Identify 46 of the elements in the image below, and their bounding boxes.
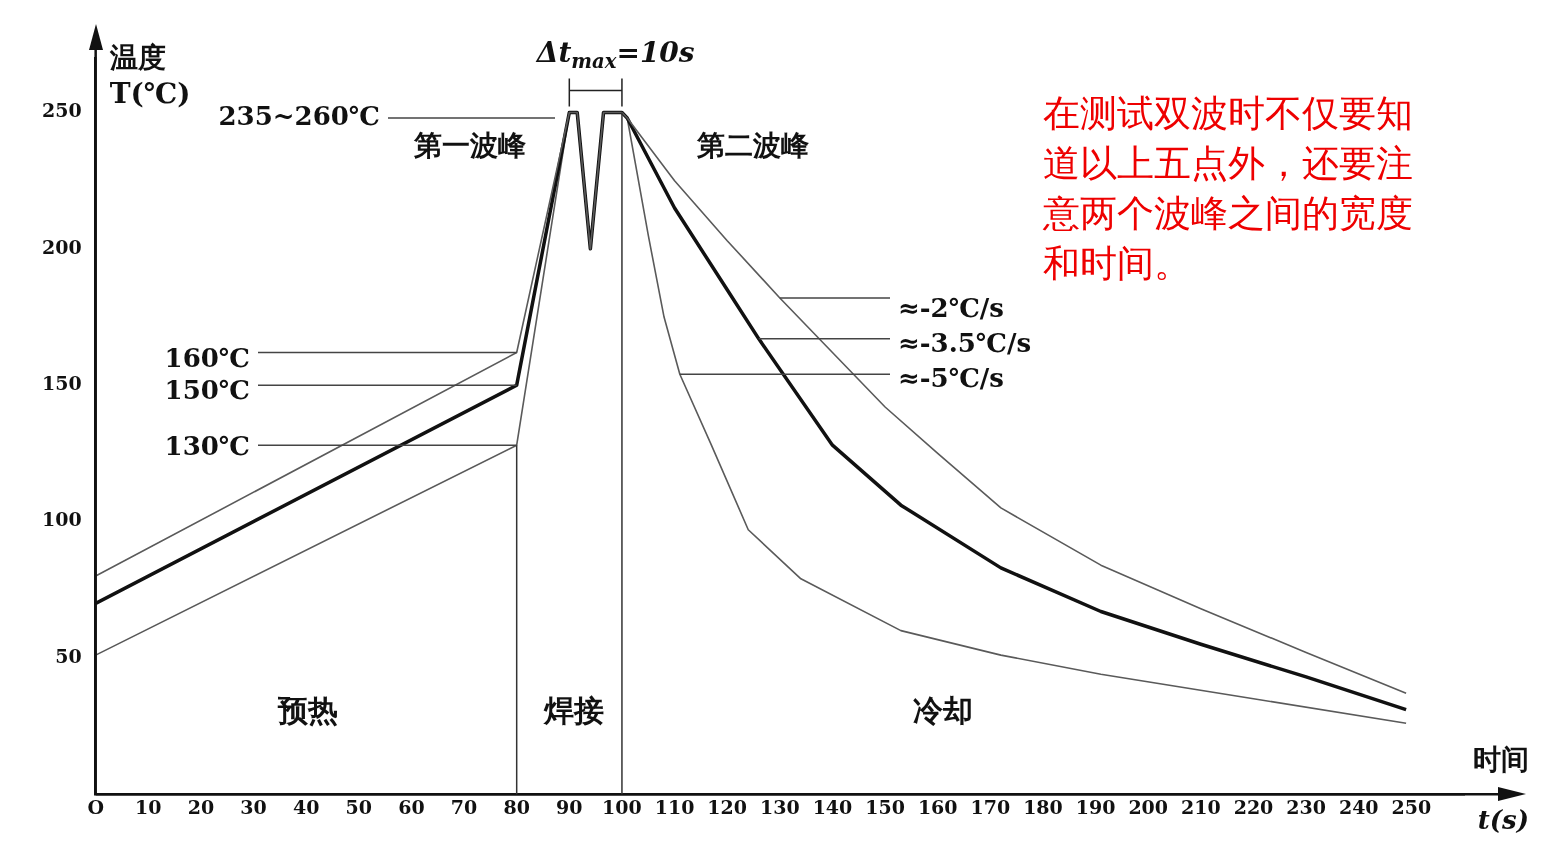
x-tick-label: 250 bbox=[1391, 795, 1432, 818]
x-tick-label: 240 bbox=[1338, 795, 1379, 818]
annotation: 150℃ bbox=[164, 374, 251, 405]
x-tick-label: 80 bbox=[503, 795, 530, 818]
x-tick-label: 130 bbox=[759, 795, 800, 818]
x-tick-label: 180 bbox=[1023, 795, 1063, 818]
x-tick-label: 190 bbox=[1075, 795, 1116, 818]
annotation: 预热 bbox=[277, 692, 338, 728]
x-tick-label: 120 bbox=[707, 795, 748, 818]
annotation: 焊接 bbox=[543, 692, 604, 728]
annotation: 235~260℃ bbox=[218, 100, 380, 131]
annotation: 第一波峰 bbox=[413, 129, 526, 163]
x-tick-label: 90 bbox=[556, 795, 583, 818]
x-tick-label: 170 bbox=[970, 795, 1011, 818]
x-tick-label: O bbox=[87, 795, 104, 818]
x-tick-label: 50 bbox=[345, 795, 373, 818]
annotation: ≈-2℃/s bbox=[898, 292, 1004, 323]
x-tick-label: 100 bbox=[602, 795, 642, 818]
y-tick-label: 200 bbox=[41, 235, 82, 258]
y-tick-label: 150 bbox=[41, 372, 82, 395]
x-tick-label: 150 bbox=[865, 795, 905, 818]
x-tick-label: 160 bbox=[917, 795, 958, 818]
annotation: 130℃ bbox=[164, 430, 251, 461]
x-tick-label: 70 bbox=[450, 795, 478, 818]
x-tick-label: 60 bbox=[398, 795, 425, 818]
x-tick-label: 220 bbox=[1233, 795, 1274, 818]
annotation: 在测试双波时不仅要知道以上五点外，还要注意两个波峰之间的宽度和时间。 bbox=[1042, 91, 1413, 285]
x-tick-label: 200 bbox=[1128, 795, 1169, 818]
annotation: 第二波峰 bbox=[696, 129, 809, 163]
y-tick-label: 50 bbox=[55, 644, 82, 667]
annotation: ≈-3.5℃/s bbox=[898, 327, 1032, 358]
y-tick-label: 250 bbox=[41, 99, 82, 122]
annotation: 冷却 bbox=[913, 692, 973, 728]
x-tick-label: 110 bbox=[654, 795, 695, 818]
x-tick-label: 30 bbox=[240, 795, 267, 818]
x-tick-label: 140 bbox=[812, 795, 853, 818]
x-tick-label: 230 bbox=[1286, 795, 1326, 818]
y-axis-title: 温度 T(℃) bbox=[108, 41, 191, 111]
x-tick-label: 210 bbox=[1181, 795, 1221, 818]
x-axis-title: 时间 t(s) bbox=[1473, 743, 1530, 835]
y-tick-label: 100 bbox=[41, 508, 82, 531]
x-tick-label: 20 bbox=[187, 795, 215, 818]
annotation: 160℃ bbox=[164, 342, 251, 373]
x-tick-label: 10 bbox=[135, 795, 162, 818]
annotation: ≈-5℃/s bbox=[898, 362, 1004, 393]
x-tick-label: 40 bbox=[292, 795, 320, 818]
